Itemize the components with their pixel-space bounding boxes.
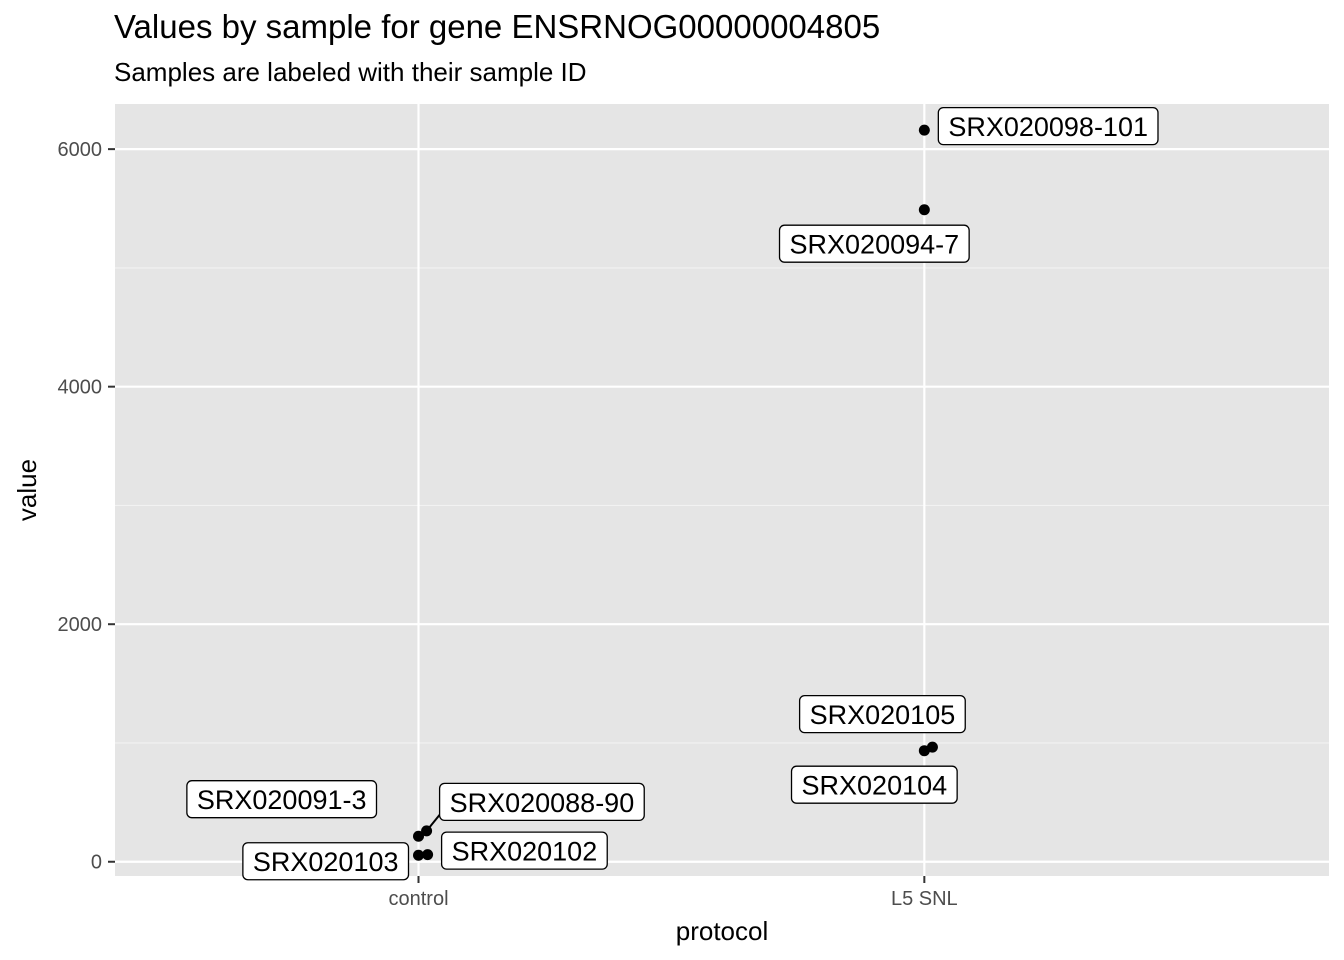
label-box [937, 106, 1159, 146]
x-tick-label: control [388, 888, 448, 910]
y-tick-label: 4000 [58, 377, 103, 399]
point-label: SRX020091-3 [186, 780, 378, 819]
y-tick-label: 0 [91, 852, 102, 874]
point-label-text: SRX020102 [452, 837, 598, 867]
data-point [918, 745, 930, 757]
chart-title: Values by sample for gene ENSRNOG0000000… [114, 8, 881, 45]
label-box [778, 224, 970, 263]
point-label: SRX020105 [798, 694, 966, 734]
label-box [790, 765, 958, 804]
point-label-text: SRX020103 [253, 847, 399, 877]
label-box [440, 831, 608, 870]
point-label-text: SRX020105 [810, 700, 956, 730]
axis-ticks: 0 2000 4000 6000 control L5 SNL [58, 139, 958, 910]
label-box [798, 694, 966, 734]
x-tick-label: L5 SNL [891, 888, 958, 910]
point-label: SRX020094-7 [778, 224, 970, 263]
point-labels: SRX020091-3 SRX020088-90 SRX020103 SRX02010… [186, 106, 1159, 881]
y-axis-title: value [12, 459, 42, 521]
point-label-text: SRX020088-90 [450, 788, 635, 818]
data-point [421, 825, 433, 837]
chart-subtitle: Samples are labeled with their sample ID [114, 57, 587, 87]
point-label: SRX020088-90 [438, 782, 645, 822]
point-label-text: SRX020091-3 [197, 785, 367, 815]
data-points [413, 124, 938, 861]
point-label: SRX020098-101 [937, 106, 1159, 146]
data-point [413, 849, 424, 861]
plot-panel [115, 104, 1329, 876]
point-label: SRX020103 [242, 842, 410, 881]
point-label-text: SRX020104 [802, 771, 948, 801]
point-label-text: SRX020098-101 [948, 112, 1148, 142]
label-box [242, 842, 410, 881]
label-box [186, 780, 378, 819]
point-label: SRX020102 [440, 831, 608, 870]
point-label: SRX020104 [790, 765, 958, 804]
minor-gridlines [115, 267, 1329, 744]
data-point [413, 830, 424, 842]
data-point [918, 204, 930, 216]
label-box [438, 782, 645, 822]
y-tick-label: 6000 [58, 139, 103, 161]
data-point [422, 849, 434, 861]
data-point [918, 124, 930, 136]
x-axis-title: protocol [676, 916, 769, 946]
point-label-text: SRX020094-7 [790, 230, 960, 260]
y-tick-label: 2000 [58, 614, 103, 636]
